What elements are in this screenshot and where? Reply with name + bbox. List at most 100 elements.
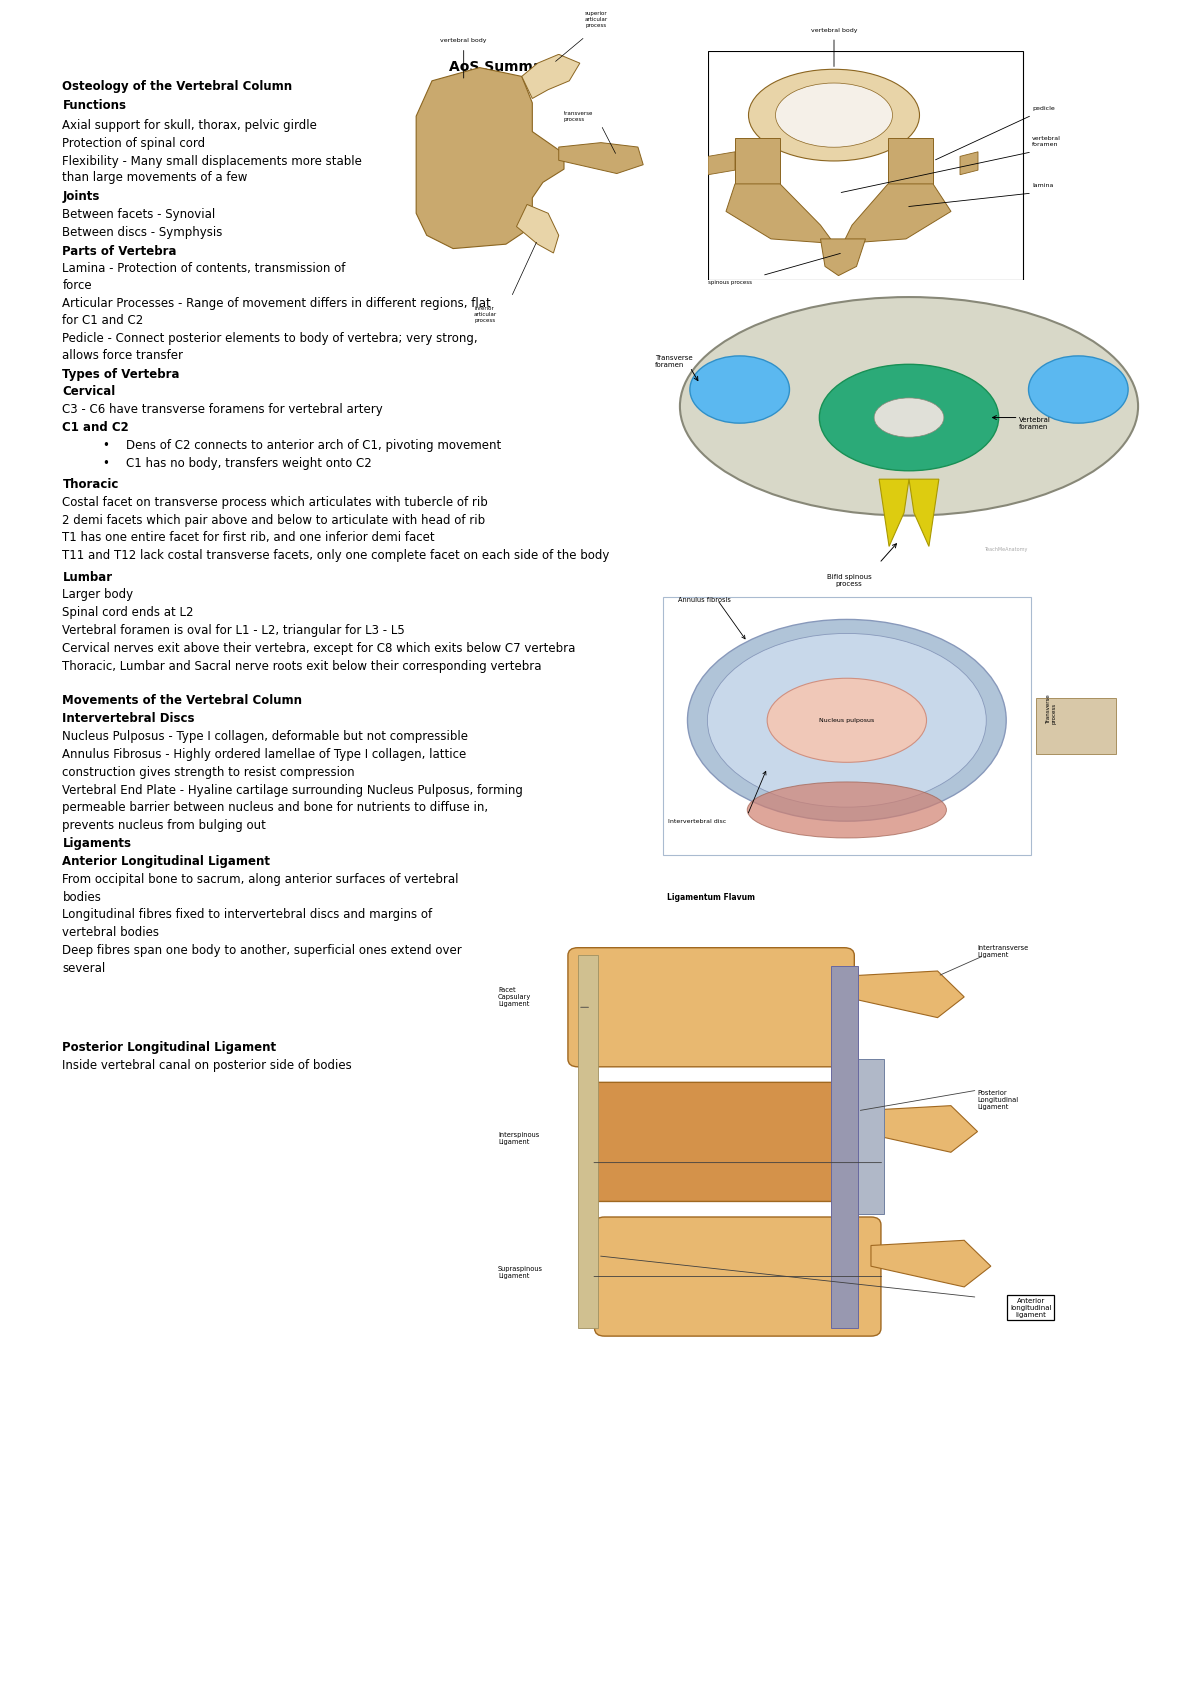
Text: Nucleus pulposus: Nucleus pulposus <box>820 718 875 723</box>
Text: vertebral bodies: vertebral bodies <box>62 927 160 939</box>
Ellipse shape <box>749 70 919 161</box>
Polygon shape <box>516 204 559 253</box>
Polygon shape <box>880 479 910 547</box>
Text: superior
articular
process: superior articular process <box>586 12 608 27</box>
Text: Movements of the Vertebral Column: Movements of the Vertebral Column <box>62 694 302 708</box>
Ellipse shape <box>820 365 998 470</box>
Polygon shape <box>842 183 952 243</box>
Text: Annulus Fibrosus - Highly ordered lamellae of Type I collagen, lattice: Annulus Fibrosus - Highly ordered lamell… <box>62 749 467 761</box>
Ellipse shape <box>690 357 790 423</box>
Text: AoS Summary: AoS Summary <box>449 61 559 75</box>
Text: permeable barrier between nucleus and bone for nutrients to diffuse in,: permeable barrier between nucleus and bo… <box>62 801 488 815</box>
Text: C3 - C6 have transverse foramens for vertebral artery: C3 - C6 have transverse foramens for ver… <box>62 404 383 416</box>
Polygon shape <box>845 971 965 1017</box>
Text: C1 has no body, transfers weight onto C2: C1 has no body, transfers weight onto C2 <box>126 457 372 470</box>
Text: Lamina - Protection of contents, transmission of: Lamina - Protection of contents, transmi… <box>62 261 346 275</box>
Text: Intertransverse
Ligament: Intertransverse Ligament <box>978 946 1028 958</box>
Text: Between discs - Symphysis: Between discs - Symphysis <box>62 226 223 239</box>
Text: Ligaments: Ligaments <box>62 837 132 851</box>
Text: Transverse
foramen: Transverse foramen <box>655 355 692 368</box>
Text: vertebral body: vertebral body <box>440 39 487 44</box>
Polygon shape <box>871 1240 991 1287</box>
Text: Annulus fibrosis: Annulus fibrosis <box>678 598 731 603</box>
Text: several: several <box>62 961 106 975</box>
Text: TeachMeAnatomy: TeachMeAnatomy <box>984 547 1027 552</box>
Text: inferior
articular
process: inferior articular process <box>473 306 497 323</box>
Polygon shape <box>416 68 564 248</box>
Text: Vertebral
foramen: Vertebral foramen <box>1019 416 1050 430</box>
Text: Lumbar: Lumbar <box>62 571 113 584</box>
Text: Vertebral End Plate - Hyaline cartilage surrounding Nucleus Pulposus, forming: Vertebral End Plate - Hyaline cartilage … <box>62 784 523 796</box>
Ellipse shape <box>775 83 893 148</box>
Text: Bifid spinous
process: Bifid spinous process <box>827 574 871 588</box>
Text: Cervical: Cervical <box>62 385 115 399</box>
Polygon shape <box>960 151 978 175</box>
Ellipse shape <box>767 678 926 762</box>
Text: spinous process: spinous process <box>708 280 752 285</box>
Polygon shape <box>726 183 834 243</box>
Text: Functions: Functions <box>62 100 126 112</box>
Text: Ligamentum Flavum: Ligamentum Flavum <box>667 893 755 902</box>
Text: From occipital bone to sacrum, along anterior surfaces of vertebral: From occipital bone to sacrum, along ant… <box>62 873 458 886</box>
Polygon shape <box>559 143 643 173</box>
Text: transverse
process: transverse process <box>564 110 593 122</box>
Text: Larger body: Larger body <box>62 589 133 601</box>
Text: Transverse
process: Transverse process <box>1046 694 1057 723</box>
Ellipse shape <box>874 397 944 436</box>
Text: Costal facet on transverse process which articulates with tubercle of rib: Costal facet on transverse process which… <box>62 496 488 509</box>
FancyBboxPatch shape <box>568 947 854 1066</box>
Ellipse shape <box>708 633 986 807</box>
Text: Interspinous
Ligament: Interspinous Ligament <box>498 1131 539 1144</box>
Text: Parts of Vertebra: Parts of Vertebra <box>62 245 176 258</box>
Bar <box>845 1060 884 1214</box>
Ellipse shape <box>688 620 1007 822</box>
Text: Thoracic, Lumbar and Sacral nerve roots exit below their corresponding vertebra: Thoracic, Lumbar and Sacral nerve roots … <box>62 661 542 672</box>
Text: Thoracic: Thoracic <box>62 479 119 491</box>
Text: Cervical nerves exit above their vertebra, except for C8 which exits below C7 ve: Cervical nerves exit above their vertebr… <box>62 642 576 655</box>
Text: lamina: lamina <box>1032 183 1054 188</box>
Text: 2 demi facets which pair above and below to articulate with head of rib: 2 demi facets which pair above and below… <box>62 513 486 526</box>
Text: than large movements of a few: than large movements of a few <box>62 171 247 185</box>
Bar <box>578 956 598 1328</box>
Polygon shape <box>910 479 938 547</box>
Bar <box>662 598 1031 854</box>
Text: vertebral body: vertebral body <box>811 27 857 32</box>
Text: Vertebral foramen is oval for L1 - L2, triangular for L3 - L5: Vertebral foramen is oval for L1 - L2, t… <box>62 625 406 637</box>
Text: pedicle: pedicle <box>1032 105 1055 110</box>
Text: for C1 and C2: for C1 and C2 <box>62 314 144 328</box>
Text: Osteology of the Vertebral Column: Osteology of the Vertebral Column <box>62 80 293 93</box>
Text: Longitudinal fibres fixed to intervertebral discs and margins of: Longitudinal fibres fixed to interverteb… <box>62 908 432 922</box>
Text: prevents nucleus from bulging out: prevents nucleus from bulging out <box>62 820 266 832</box>
Text: allows force transfer: allows force transfer <box>62 350 184 362</box>
FancyBboxPatch shape <box>594 1217 881 1336</box>
Polygon shape <box>821 239 865 275</box>
Text: Between facets - Synovial: Between facets - Synovial <box>62 209 216 221</box>
Text: Articular Processes - Range of movement differs in different regions, flat: Articular Processes - Range of movement … <box>62 297 491 311</box>
Text: vertebral
foramen: vertebral foramen <box>1032 136 1061 148</box>
Text: Types of Vertebra: Types of Vertebra <box>62 368 180 380</box>
Bar <box>708 51 1022 280</box>
Text: C1 and C2: C1 and C2 <box>62 421 130 435</box>
Text: Facet
Capsulary
Ligament: Facet Capsulary Ligament <box>498 987 532 1007</box>
Text: Posterior Longitudinal Ligament: Posterior Longitudinal Ligament <box>62 1041 276 1054</box>
FancyBboxPatch shape <box>581 1082 868 1202</box>
Text: Dens of C2 connects to anterior arch of C1, pivoting movement: Dens of C2 connects to anterior arch of … <box>126 440 502 452</box>
Text: Anterior Longitudinal Ligament: Anterior Longitudinal Ligament <box>62 856 270 868</box>
Polygon shape <box>888 138 934 183</box>
Bar <box>1036 698 1116 754</box>
Text: construction gives strength to resist compression: construction gives strength to resist co… <box>62 766 355 779</box>
Text: Joints: Joints <box>62 190 100 204</box>
Ellipse shape <box>1028 357 1128 423</box>
Polygon shape <box>522 54 580 98</box>
Polygon shape <box>858 1105 978 1153</box>
Text: •: • <box>102 457 109 470</box>
Ellipse shape <box>748 781 947 839</box>
Text: Pedicle - Connect posterior elements to body of vertebra; very strong,: Pedicle - Connect posterior elements to … <box>62 333 478 345</box>
Text: Intervertebral Discs: Intervertebral Discs <box>62 713 194 725</box>
Text: Intervertebral disc: Intervertebral disc <box>667 818 726 824</box>
Text: Axial support for skull, thorax, pelvic girdle: Axial support for skull, thorax, pelvic … <box>62 119 317 132</box>
Ellipse shape <box>680 297 1138 516</box>
Text: Anterior
longitudinal
ligament: Anterior longitudinal ligament <box>1010 1297 1051 1318</box>
Text: Flexibility - Many small displacements more stable: Flexibility - Many small displacements m… <box>62 155 362 168</box>
Bar <box>830 966 858 1328</box>
